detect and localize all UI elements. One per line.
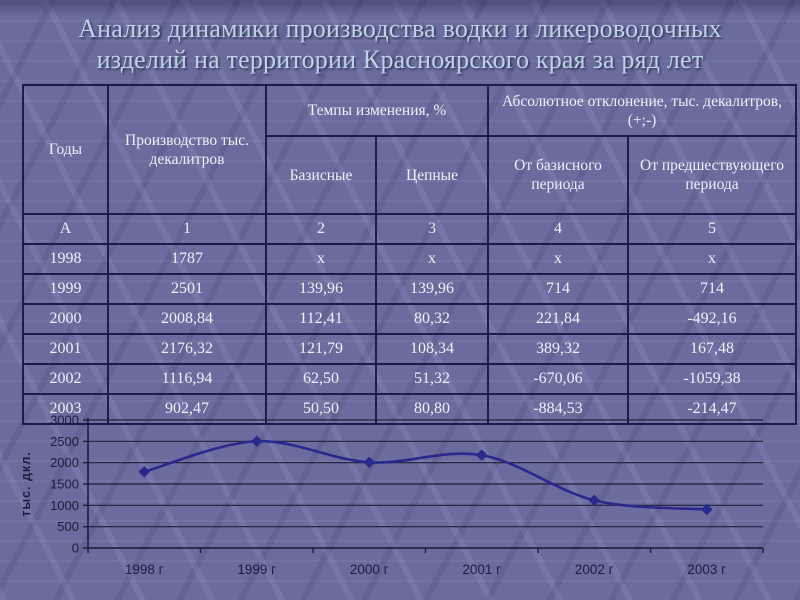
table-cell: 108,34 (375, 333, 489, 365)
table-cell: 714 (487, 273, 629, 305)
table-row: 2000 2008,84 112,41 80,32 221,84 -492,16 (22, 303, 797, 335)
table-cell: 1999 (22, 273, 109, 305)
table-cell: 1998 (22, 243, 109, 275)
table-cell: 112,41 (265, 303, 377, 335)
y-axis-tick-label: 3000 (50, 413, 79, 428)
y-axis-tick-label: 0 (72, 541, 79, 556)
table-row: 2001 2176,32 121,79 108,34 389,32 167,48 (22, 333, 797, 365)
table-cell: 2001 (22, 333, 109, 365)
x-axis-tick-label: 1998 г (125, 562, 164, 577)
table-cell: 4 (487, 213, 629, 245)
header-rates-group: Темпы изменения, % (265, 84, 489, 137)
table-cell: 80,32 (375, 303, 489, 335)
table-cell: 5 (627, 213, 797, 245)
x-axis-tick-label: 2003 г (687, 562, 726, 577)
x-axis-tick-label: 2001 г (462, 562, 501, 577)
table-cell: 1787 (107, 243, 267, 275)
y-axis-tick-label: 2500 (50, 434, 79, 449)
table-cell: х (487, 243, 629, 275)
table-row: 2002 1116,94 62,50 51,32 -670,06 -1059,38 (22, 363, 797, 395)
header-abs-deviation-group: Абсолютное отклонение, тыс. декалитров, … (487, 84, 797, 137)
table-row: 1999 2501 139,96 139,96 714 714 (22, 273, 797, 305)
header-from-prev-period: От предшес­твующего периода (627, 135, 797, 215)
y-axis-tick-label: 500 (57, 519, 79, 534)
table-cell: х (375, 243, 489, 275)
table-cell: -670,06 (487, 363, 629, 395)
data-point-marker (251, 435, 263, 447)
table-cell: 139,96 (375, 273, 489, 305)
data-point-marker (476, 449, 488, 461)
data-point-marker (363, 456, 375, 468)
table-cell: 714 (627, 273, 797, 305)
table-cell: 167,48 (627, 333, 797, 365)
data-point-marker (588, 494, 600, 507)
table-cell: 1116,94 (107, 363, 267, 395)
table-cell: х (627, 243, 797, 275)
data-point-marker (138, 466, 150, 478)
table-cell: х (265, 243, 377, 275)
table-cell: 2000 (22, 303, 109, 335)
header-years: Годы (22, 84, 109, 215)
table-cell: 121,79 (265, 333, 377, 365)
table-cell: 1 (107, 213, 267, 245)
table-header-row-2: Базисные Цепные От базисного периода От … (23, 135, 797, 215)
x-axis-tick-label: 2000 г (350, 562, 389, 577)
table-cell: 62,50 (265, 363, 377, 395)
data-point-marker (701, 503, 713, 516)
y-axis-tick-label: 1500 (50, 477, 79, 492)
table-cell: 2176,32 (107, 333, 267, 365)
table-cell: 3 (375, 213, 489, 245)
table-cell: 2 (265, 213, 377, 245)
x-axis-tick-label: 2002 г (575, 562, 614, 577)
table-cell: 389,32 (487, 333, 629, 365)
line-chart-canvas: 0 500 1000 1500 2000 2500 3000 1998 г 1999 г 2000… (19, 413, 764, 577)
table-row: 2003 902,47 50,50 80,80 -884,53 -214,47 (22, 393, 797, 425)
table-cell: 2008,84 (107, 303, 267, 335)
table-cell: 51,32 (375, 363, 489, 395)
table-cell: 2501 (107, 273, 267, 305)
y-axis-tick-label: 1000 (50, 498, 79, 513)
header-chain-rate: Цепные (375, 135, 489, 215)
production-chart: 0 500 1000 1500 2000 2500 3000 1998 г 1999 г 2000… (0, 406, 800, 600)
header-base-rate: Базисные (265, 135, 377, 215)
table-body: А 1 2 3 4 5 1998 1787 х х х х 1999 2501 139,96 139,96 71… (22, 213, 797, 425)
slide-title: Анализ динамики производства водки и лик… (0, 13, 800, 75)
y-axis-tick-label: 2000 (50, 455, 79, 470)
table-cell: 221,84 (487, 303, 629, 335)
table-cell: 139,96 (265, 273, 377, 305)
table-cell: 2002 (22, 363, 109, 395)
y-axis-title: тыс. дкл. (19, 451, 33, 516)
slide-title-line-1: Анализ динамики производства водки и лик… (78, 14, 722, 43)
table-cell: А (22, 213, 109, 245)
chart-series-line (143, 439, 707, 511)
x-axis-tick-label: 1999 г (237, 562, 276, 577)
header-production: Производство тыс. декалитров (107, 84, 267, 215)
slide-title-line-2: изделий на территории Красноярского края… (96, 45, 704, 74)
table-row: 1998 1787 х х х х (22, 243, 797, 275)
table-cell: -492,16 (627, 303, 797, 335)
header-from-base-period: От базисного периода (487, 135, 629, 215)
table-cell: -1059,38 (627, 363, 797, 395)
production-table: Годы Производство тыс. декалитров Темпы … (22, 84, 797, 425)
table-header-row-1: Годы Производство тыс. декалитров Темпы … (22, 84, 797, 215)
